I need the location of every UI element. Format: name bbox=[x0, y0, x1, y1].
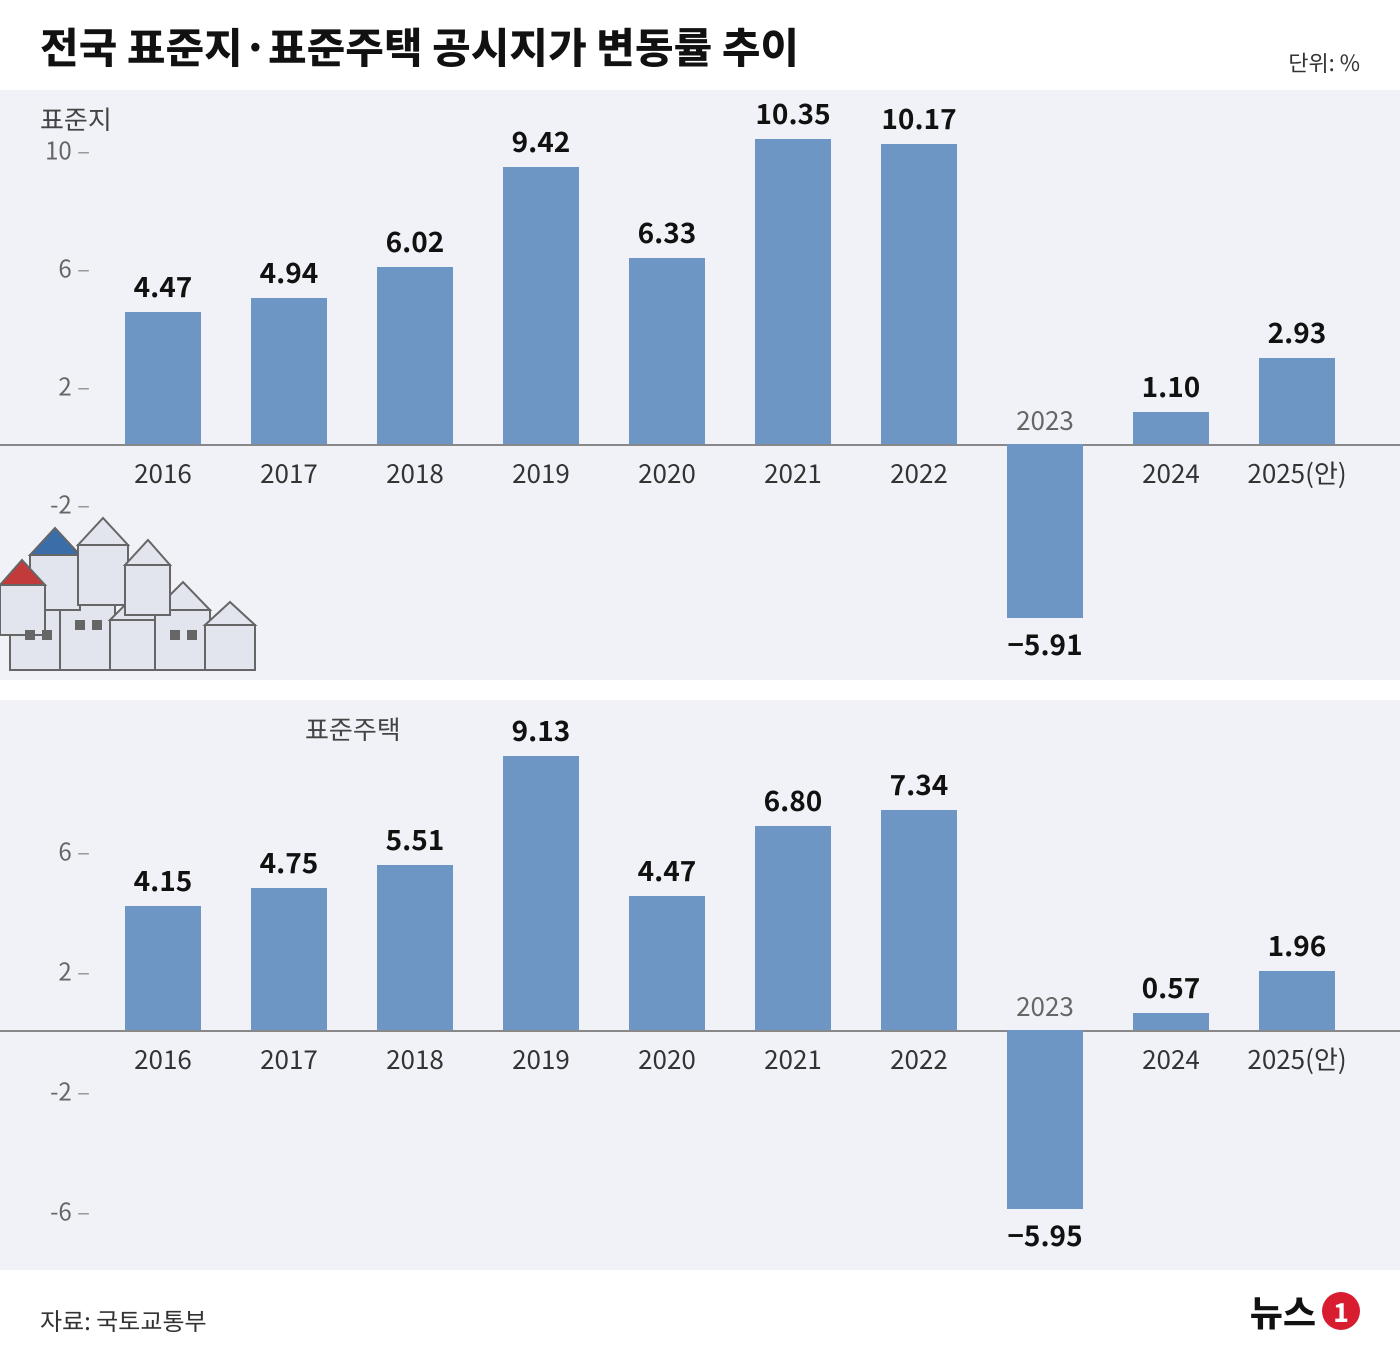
bar-value-label: 4.47 bbox=[604, 850, 730, 890]
bar-value-label: 10.35 bbox=[730, 93, 856, 133]
bar-value-label: 6.02 bbox=[352, 221, 478, 261]
bar-value-label: −5.91 bbox=[982, 624, 1108, 664]
category-label: 2016 bbox=[100, 1040, 226, 1077]
bar-value-label: −5.95 bbox=[982, 1215, 1108, 1255]
bar bbox=[629, 896, 705, 1030]
category-label: 2016 bbox=[100, 454, 226, 491]
bar bbox=[881, 144, 957, 443]
news1-logo: 뉴스 1 bbox=[1250, 1285, 1360, 1337]
category-label: 2020 bbox=[604, 454, 730, 491]
bar-slot: −5.952023 bbox=[982, 730, 1108, 1240]
bar-value-label: 7.34 bbox=[856, 764, 982, 804]
bar-value-label: 5.51 bbox=[352, 819, 478, 859]
category-label: 2025(안) bbox=[1234, 454, 1360, 491]
bar bbox=[1007, 1030, 1083, 1209]
panel-land: 표준지 1062-24.4720164.9420176.0220189.4220… bbox=[0, 90, 1400, 680]
bar bbox=[125, 906, 201, 1031]
bar-slot: 4.75 2017 bbox=[226, 730, 352, 1240]
category-label: 2019 bbox=[478, 454, 604, 491]
bar-slot: 0.57 2024 bbox=[1108, 730, 1234, 1240]
bar bbox=[755, 139, 831, 444]
bar bbox=[377, 267, 453, 444]
category-label: 2022 bbox=[856, 454, 982, 491]
category-label: 2024 bbox=[1108, 454, 1234, 491]
logo-badge: 1 bbox=[1322, 1292, 1360, 1330]
bar-value-label: 6.33 bbox=[604, 212, 730, 252]
houses-illustration-icon bbox=[0, 490, 300, 680]
bar-value-label: 2.93 bbox=[1234, 312, 1360, 352]
category-label: 2018 bbox=[352, 454, 478, 491]
bar-slot: 9.42 2019 bbox=[478, 120, 604, 650]
bar bbox=[1259, 971, 1335, 1030]
category-label: 2023 bbox=[982, 401, 1108, 438]
bar-value-label: 1.96 bbox=[1234, 925, 1360, 965]
y-tick: 2 bbox=[58, 368, 90, 403]
bar-value-label: 4.94 bbox=[226, 252, 352, 292]
bar-value-label: 10.17 bbox=[856, 98, 982, 138]
bar-slot: 6.80 2021 bbox=[730, 730, 856, 1240]
bar-slot: 10.172022 bbox=[856, 120, 982, 650]
bar bbox=[377, 865, 453, 1030]
bar-slot: 4.15 2016 bbox=[100, 730, 226, 1240]
bar bbox=[629, 258, 705, 444]
bar-slot: 5.51 2018 bbox=[352, 730, 478, 1240]
bar-value-label: 6.80 bbox=[730, 780, 856, 820]
category-label: 2019 bbox=[478, 1040, 604, 1077]
bar bbox=[251, 888, 327, 1030]
chart-house: 62-2-64.1520164.7520175.5120189.1320194.… bbox=[100, 730, 1360, 1240]
bar-slot: 7.34 2022 bbox=[856, 730, 982, 1240]
bar bbox=[1133, 412, 1209, 444]
y-tick: -2 bbox=[50, 1073, 90, 1108]
category-label: 2018 bbox=[352, 1040, 478, 1077]
bar-slot: 9.132019 bbox=[478, 730, 604, 1240]
bar-slot: 6.02 2018 bbox=[352, 120, 478, 650]
y-tick: 2 bbox=[58, 953, 90, 988]
bar-slot: −5.912023 bbox=[982, 120, 1108, 650]
logo-text: 뉴스 bbox=[1250, 1285, 1316, 1337]
category-label: 2025(안) bbox=[1234, 1040, 1360, 1077]
panel-house: 표준주택 62-2-64.1520164.7520175.5120189.132… bbox=[0, 700, 1400, 1270]
bar bbox=[881, 810, 957, 1030]
bar bbox=[1133, 1013, 1209, 1030]
bar-slot: 10.352021 bbox=[730, 120, 856, 650]
bar-slot: 6.33 2020 bbox=[604, 120, 730, 650]
category-label: 2021 bbox=[730, 454, 856, 491]
category-label: 2024 bbox=[1108, 1040, 1234, 1077]
bar bbox=[1259, 358, 1335, 444]
category-label: 2017 bbox=[226, 454, 352, 491]
bar bbox=[251, 298, 327, 443]
bar-slot: 4.47 2020 bbox=[604, 730, 730, 1240]
bar-value-label: 4.15 bbox=[100, 860, 226, 900]
y-axis: 6 2 -2 -6 bbox=[30, 730, 90, 1240]
bar-value-label: 1.10 bbox=[1108, 366, 1234, 406]
y-tick: 10 bbox=[45, 132, 90, 167]
y-tick: 6 bbox=[58, 250, 90, 285]
bar-value-label: 4.75 bbox=[226, 842, 352, 882]
bar bbox=[503, 167, 579, 444]
bar-slot: 1.10 2024 bbox=[1108, 120, 1234, 650]
bar-value-label: 4.47 bbox=[100, 266, 226, 306]
bar-slot: 1.96 2025(안) bbox=[1234, 730, 1360, 1240]
bars-container: 4.15 2016 4.75 2017 5.51 20189.1320194.47 2020… bbox=[100, 730, 1360, 1240]
category-label: 2021 bbox=[730, 1040, 856, 1077]
bar bbox=[755, 826, 831, 1030]
category-label: 2022 bbox=[856, 1040, 982, 1077]
bar-value-label: 9.13 bbox=[478, 710, 604, 750]
y-tick: -6 bbox=[50, 1193, 90, 1228]
y-tick: 6 bbox=[58, 833, 90, 868]
bar-value-label: 0.57 bbox=[1108, 967, 1234, 1007]
source-label: 자료: 국토교통부 bbox=[40, 1302, 207, 1337]
chart-title: 전국 표준지·표준주택 공시지가 변동률 추이 bbox=[40, 15, 799, 76]
bar bbox=[125, 312, 201, 444]
category-label: 2023 bbox=[982, 987, 1108, 1024]
bar-slot: 2.93 2025(안) bbox=[1234, 120, 1360, 650]
bar bbox=[503, 756, 579, 1030]
category-label: 2020 bbox=[604, 1040, 730, 1077]
bar bbox=[1007, 444, 1083, 618]
unit-label: 단위: % bbox=[1288, 46, 1360, 78]
bar-value-label: 9.42 bbox=[478, 121, 604, 161]
category-label: 2017 bbox=[226, 1040, 352, 1077]
chart-header: 전국 표준지·표준주택 공시지가 변동률 추이 단위: % bbox=[0, 0, 1400, 90]
